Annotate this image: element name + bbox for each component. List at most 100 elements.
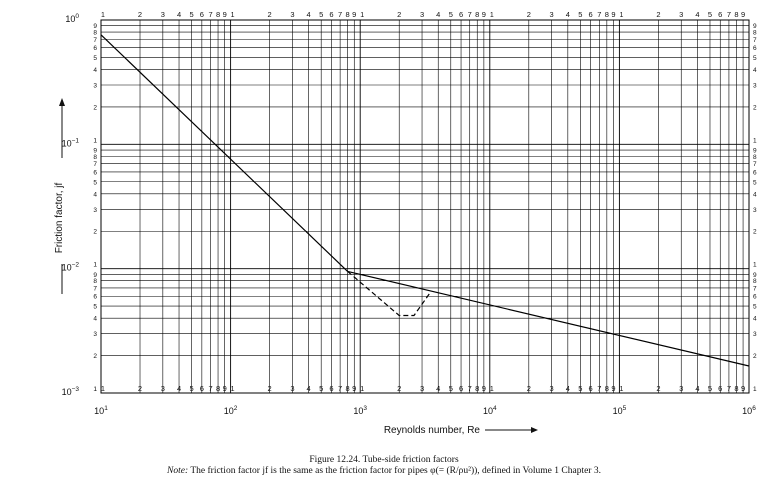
plot-frame bbox=[100, 19, 750, 394]
note-label: Note: bbox=[167, 466, 189, 476]
y-minor-tick-label-left: 1 bbox=[93, 137, 97, 144]
x-minor-tick-label-bottom: 3 bbox=[550, 384, 554, 393]
x-minor-tick-label-top: 6 bbox=[589, 10, 593, 19]
y-minor-tick-label-right: 7 bbox=[753, 161, 757, 168]
x-minor-tick-label-bottom: 1 bbox=[490, 386, 494, 393]
y-minor-tick-label-right: 9 bbox=[753, 148, 757, 155]
x-minor-tick-label-top: 6 bbox=[329, 10, 333, 19]
y-minor-tick-label-left: 4 bbox=[93, 67, 97, 74]
figure-caption-title: Figure 12.24. Tube-side friction factors bbox=[309, 455, 459, 465]
x-minor-tick-label-bottom: 4 bbox=[307, 384, 311, 393]
x-minor-tick-label-top: 1 bbox=[231, 12, 235, 19]
x-minor-tick-label-bottom: 9 bbox=[352, 384, 356, 393]
y-minor-tick-label-right: 6 bbox=[753, 294, 757, 301]
x-major-tick-label: 106 bbox=[742, 405, 756, 416]
chart-grid bbox=[100, 20, 749, 394]
y-minor-tick-label-left: 4 bbox=[93, 316, 97, 323]
x-minor-tick-label-bottom: 2 bbox=[527, 384, 531, 393]
x-minor-tick-label-top: 9 bbox=[741, 10, 745, 19]
x-minor-tick-label-bottom: 6 bbox=[718, 384, 722, 393]
y-minor-tick-label-left: 4 bbox=[93, 191, 97, 198]
y-major-tick-label: 10−1 bbox=[62, 137, 80, 148]
x-major-tick-label: 103 bbox=[353, 405, 367, 416]
y-minor-tick-label-right: 9 bbox=[753, 23, 757, 30]
x-minor-tick-label-top: 8 bbox=[346, 10, 350, 19]
x-minor-tick-label-top: 3 bbox=[290, 10, 294, 19]
x-minor-tick-label-top: 7 bbox=[468, 10, 472, 19]
x-major-tick-label: 105 bbox=[613, 405, 627, 416]
x-major-tick-label: 104 bbox=[483, 405, 497, 416]
x-minor-tick-label-bottom: 3 bbox=[290, 384, 294, 393]
x-minor-tick-label-bottom: 5 bbox=[708, 384, 712, 393]
y-minor-tick-label-right: 6 bbox=[753, 45, 757, 52]
data-series bbox=[100, 34, 750, 367]
x-minor-tick-label-bottom: 3 bbox=[420, 384, 424, 393]
x-minor-tick-label-top: 6 bbox=[718, 10, 722, 19]
y-minor-tick-label-left: 3 bbox=[93, 83, 97, 90]
y-minor-tick-label-right: 8 bbox=[753, 154, 757, 161]
x-minor-tick-label-top: 3 bbox=[679, 10, 683, 19]
x-minor-tick-label-bottom: 4 bbox=[695, 384, 699, 393]
x-minor-tick-label-bottom: 1 bbox=[101, 386, 105, 393]
y-minor-tick-label-left: 6 bbox=[93, 169, 97, 176]
y-minor-tick-label-right: 7 bbox=[753, 37, 757, 44]
x-minor-tick-label-top: 6 bbox=[459, 10, 463, 19]
x-minor-tick-label-top: 3 bbox=[161, 10, 165, 19]
x-minor-tick-label-bottom: 2 bbox=[656, 384, 660, 393]
x-minor-tick-label-top: 6 bbox=[200, 10, 204, 19]
x-minor-tick-label-top: 4 bbox=[177, 10, 181, 19]
x-minor-tick-label-bottom: 8 bbox=[605, 384, 609, 393]
y-minor-tick-label-right: 3 bbox=[753, 83, 757, 90]
x-minor-tick-label-top: 5 bbox=[449, 10, 453, 19]
x-minor-tick-label-bottom: 5 bbox=[319, 384, 323, 393]
x-minor-tick-label-top: 7 bbox=[338, 10, 342, 19]
x-minor-tick-label-bottom: 9 bbox=[611, 384, 615, 393]
y-major-tick-label: 10−3 bbox=[62, 386, 80, 397]
x-minor-tick-label-top: 1 bbox=[619, 12, 623, 19]
y-minor-tick-label-left: 7 bbox=[93, 161, 97, 168]
x-minor-tick-label-bottom: 2 bbox=[268, 384, 272, 393]
x-minor-tick-label-bottom: 7 bbox=[208, 384, 212, 393]
x-minor-tick-label-top: 5 bbox=[578, 10, 582, 19]
x-minor-tick-label-bottom: 8 bbox=[475, 384, 479, 393]
x-minor-tick-label-top: 3 bbox=[420, 10, 424, 19]
y-minor-tick-label-left: 5 bbox=[93, 179, 97, 186]
x-minor-tick-label-top: 8 bbox=[734, 10, 738, 19]
x-minor-tick-label-bottom: 3 bbox=[679, 384, 683, 393]
x-minor-tick-label-top: 5 bbox=[708, 10, 712, 19]
y-minor-tick-label-right: 7 bbox=[753, 285, 757, 292]
x-minor-tick-label-bottom: 7 bbox=[468, 384, 472, 393]
x-minor-tick-label-top: 2 bbox=[656, 10, 660, 19]
x-minor-tick-label-bottom: 6 bbox=[329, 384, 333, 393]
minor-tick-labels: 1122334455667788991122334455667788991122… bbox=[93, 10, 757, 393]
x-major-tick-label: 101 bbox=[94, 405, 108, 416]
y-axis-label: Friction factor, jf bbox=[54, 182, 65, 253]
x-axis-arrowhead bbox=[531, 427, 538, 433]
x-minor-tick-label-bottom: 1 bbox=[231, 386, 235, 393]
y-minor-tick-label-left: 8 bbox=[93, 278, 97, 285]
y-minor-tick-label-right: 4 bbox=[753, 191, 757, 198]
y-minor-tick-label-right: 3 bbox=[753, 207, 757, 214]
x-minor-tick-label-top: 4 bbox=[695, 10, 699, 19]
x-minor-tick-label-top: 7 bbox=[727, 10, 731, 19]
x-minor-tick-label-bottom: 5 bbox=[449, 384, 453, 393]
y-minor-tick-label-left: 5 bbox=[93, 55, 97, 62]
transition-curve-dashed bbox=[347, 270, 432, 317]
x-minor-tick-label-bottom: 6 bbox=[459, 384, 463, 393]
x-minor-tick-label-top: 1 bbox=[360, 12, 364, 19]
y-minor-tick-label-right: 1 bbox=[753, 386, 757, 393]
x-minor-tick-label-top: 7 bbox=[208, 10, 212, 19]
y-minor-tick-label-right: 4 bbox=[753, 316, 757, 323]
x-minor-tick-label-top: 8 bbox=[605, 10, 609, 19]
x-minor-tick-label-bottom: 4 bbox=[436, 384, 440, 393]
x-minor-tick-label-top: 7 bbox=[597, 10, 601, 19]
x-major-tick-label: 102 bbox=[224, 405, 238, 416]
figure-caption-note: Note: The friction factor jf is the same… bbox=[0, 466, 768, 476]
x-minor-tick-label-top: 4 bbox=[566, 10, 570, 19]
x-minor-tick-label-top: 9 bbox=[352, 10, 356, 19]
x-minor-tick-label-top: 2 bbox=[397, 10, 401, 19]
y-minor-tick-label-left: 1 bbox=[93, 262, 97, 269]
y-minor-tick-label-right: 2 bbox=[753, 353, 757, 360]
x-minor-tick-label-bottom: 2 bbox=[397, 384, 401, 393]
y-minor-tick-label-right: 5 bbox=[753, 179, 757, 186]
